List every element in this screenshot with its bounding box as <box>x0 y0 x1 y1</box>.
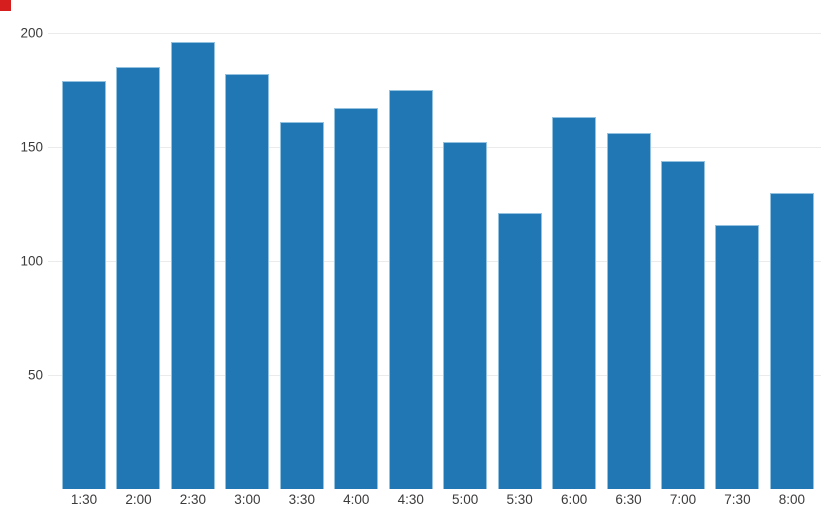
bar <box>497 213 542 489</box>
bar <box>606 133 651 489</box>
x-tick-label: 5:00 <box>452 492 479 507</box>
gridline <box>48 261 821 262</box>
y-tick-label: 50 <box>27 367 43 383</box>
bar <box>116 67 161 489</box>
x-tick-label: 2:00 <box>125 492 152 507</box>
bar <box>279 122 324 489</box>
x-tick-label: 4:00 <box>343 492 370 507</box>
x-tick-label: 6:30 <box>615 492 642 507</box>
x-tick-label: 1:30 <box>70 492 98 507</box>
gridline <box>48 33 821 34</box>
y-tick-label: 100 <box>20 253 43 269</box>
bar <box>715 225 760 489</box>
x-tick-label: 3:30 <box>288 492 315 507</box>
x-tick-label: 8:00 <box>778 492 806 507</box>
y-tick-label: 200 <box>20 25 43 41</box>
red-square-marker <box>0 0 11 11</box>
bar <box>443 142 488 489</box>
x-tick-label: 2:30 <box>179 492 207 507</box>
bar <box>62 81 106 489</box>
bar <box>660 161 705 489</box>
x-tick-label: 6:00 <box>560 492 588 507</box>
bar <box>388 90 433 489</box>
y-tick-label: 150 <box>20 139 43 155</box>
bar <box>225 74 270 489</box>
bar <box>170 42 215 489</box>
x-tick-label: 5:30 <box>506 492 533 507</box>
x-tick-label: 7:30 <box>724 492 751 507</box>
x-tick-label: 3:00 <box>234 492 261 507</box>
bars-plot-area <box>62 0 814 489</box>
x-axis: 1:30 2:00 2:30 3:00 3:30 4:00 4:30 5:00 5:30 6:00… <box>62 492 814 507</box>
gridline <box>48 375 821 376</box>
x-tick-label: 4:30 <box>397 492 424 507</box>
bar <box>769 193 814 489</box>
x-tick-label: 7:00 <box>669 492 697 507</box>
gridline <box>48 147 821 148</box>
bar <box>552 117 597 489</box>
bar <box>334 108 379 489</box>
